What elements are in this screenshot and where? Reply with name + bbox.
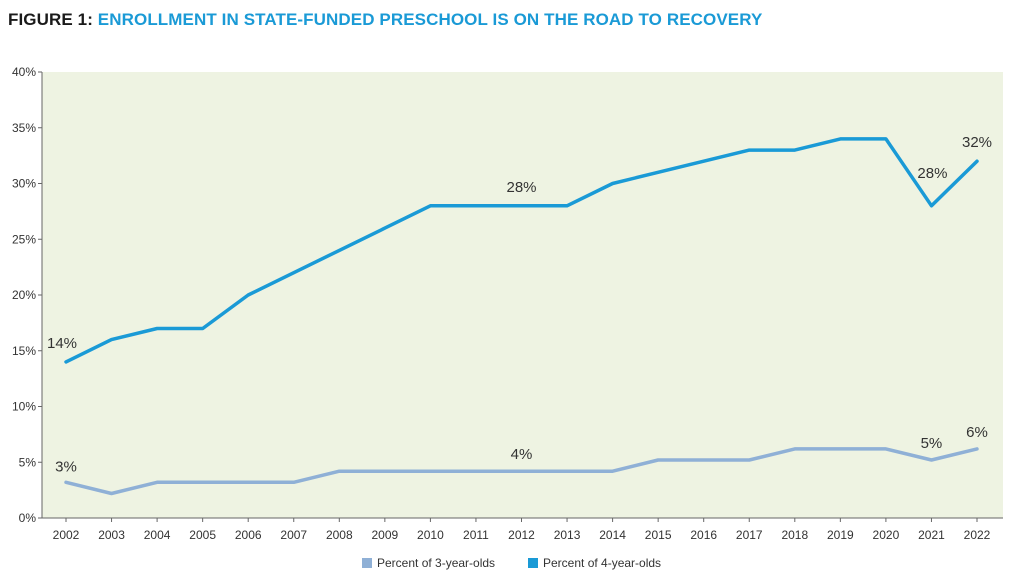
x-tick-label: 2009	[371, 528, 398, 542]
x-tick-label: 2018	[781, 528, 808, 542]
data-label: 28%	[506, 179, 536, 196]
x-tick-label: 2011	[463, 528, 489, 542]
legend-label-3-year-olds: Percent of 3-year-olds	[377, 556, 495, 570]
x-tick-label: 2002	[53, 528, 80, 542]
x-tick-label: 2005	[189, 528, 216, 542]
y-tick-label: 10%	[12, 400, 36, 414]
figure-heading: ENROLLMENT IN STATE-FUNDED PRESCHOOL IS …	[97, 10, 763, 29]
figure-title: FIGURE 1: ENROLLMENT IN STATE-FUNDED PRE…	[8, 10, 762, 30]
x-tick-label: 2016	[690, 528, 717, 542]
x-tick-label: 2015	[645, 528, 672, 542]
data-label: 5%	[921, 435, 943, 452]
data-label: 14%	[47, 335, 77, 352]
y-tick-label: 25%	[12, 232, 36, 246]
x-tick-label: 2019	[827, 528, 854, 542]
legend-swatch-3-year-olds	[362, 558, 372, 568]
y-tick-label: 20%	[12, 288, 36, 302]
x-tick-label: 2022	[964, 528, 991, 542]
y-tick-label: 15%	[12, 344, 36, 358]
data-label: 6%	[966, 424, 988, 441]
legend-label-4-year-olds: Percent of 4-year-olds	[543, 556, 661, 570]
plot-background	[42, 72, 1003, 518]
x-tick-label: 2006	[235, 528, 262, 542]
data-label: 4%	[511, 446, 533, 463]
x-tick-label: 2012	[508, 528, 535, 542]
legend-swatch-4-year-olds	[528, 558, 538, 568]
x-tick-label: 2003	[98, 528, 125, 542]
figure-number: FIGURE 1:	[8, 10, 93, 29]
y-tick-label: 40%	[12, 65, 36, 79]
data-label: 28%	[917, 165, 947, 182]
x-tick-label: 2020	[873, 528, 900, 542]
x-tick-label: 2017	[736, 528, 763, 542]
y-tick-label: 5%	[19, 455, 37, 469]
x-tick-label: 2004	[144, 528, 171, 542]
x-tick-label: 2008	[326, 528, 353, 542]
x-tick-label: 2013	[554, 528, 581, 542]
data-label: 3%	[55, 458, 77, 475]
x-tick-label: 2010	[417, 528, 444, 542]
x-tick-label: 2014	[599, 528, 626, 542]
x-tick-label: 2007	[280, 528, 307, 542]
y-tick-label: 35%	[12, 121, 36, 135]
x-tick-label: 2021	[918, 528, 945, 542]
y-tick-label: 0%	[19, 511, 37, 525]
y-tick-label: 30%	[12, 177, 36, 191]
data-label: 32%	[962, 134, 992, 151]
